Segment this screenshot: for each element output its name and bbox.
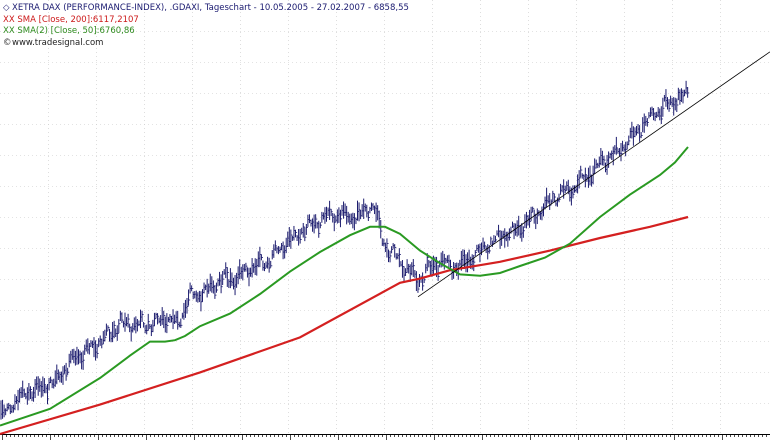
trendline[interactable] [417, 51, 770, 298]
x-axis [0, 434, 770, 440]
legend-sma50: XX SMA(2) [Close, 50]:6760,86 [3, 26, 135, 36]
legend-source: www.tradesignal.com [12, 37, 104, 48]
series-sma50-line[interactable] [0, 146, 689, 427]
chart-glyph-icon: ◇ [3, 3, 10, 13]
legend-source-row: ©www.tradesignal.com [3, 38, 409, 50]
copyright-icon: © [3, 37, 12, 48]
legend-title: XETRA DAX (PERFORMANCE-INDEX), .GDAXI, T… [12, 3, 409, 13]
legend-title-row: ◇ XETRA DAX (PERFORMANCE-INDEX), .GDAXI, … [3, 3, 409, 15]
series-sma200-line[interactable] [0, 215, 689, 436]
chart-legend: ◇ XETRA DAX (PERFORMANCE-INDEX), .GDAXI, … [3, 3, 409, 49]
series-price-bars[interactable] [0, 80, 690, 420]
legend-sma200: XX SMA [Close, 200]:6117,2107 [3, 14, 139, 25]
